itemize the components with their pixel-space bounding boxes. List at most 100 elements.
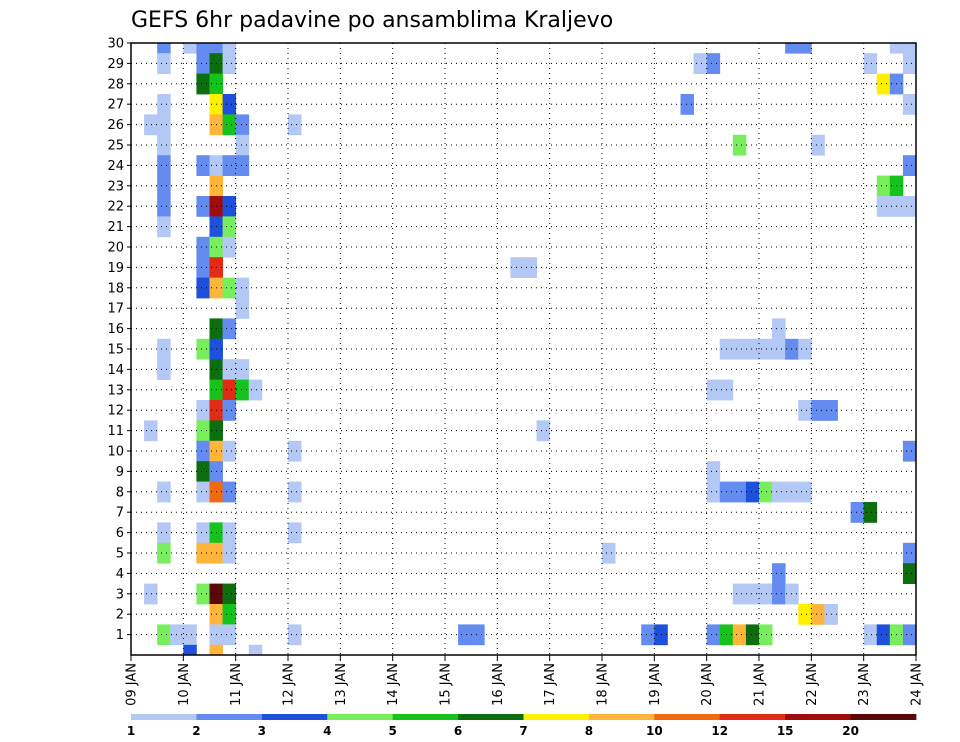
heatmap-cell xyxy=(196,43,210,54)
heatmap-cell xyxy=(235,155,250,176)
heatmap-cell xyxy=(222,216,237,238)
colorbar-label: 2 xyxy=(192,724,200,738)
colorbar-swatch xyxy=(131,714,197,720)
y-tick-label: 15 xyxy=(107,343,124,358)
heatmap-cell xyxy=(157,43,171,54)
heatmap-cell xyxy=(811,134,825,156)
heatmap-cell xyxy=(196,73,210,95)
heatmap-cell xyxy=(157,134,171,156)
y-tick-label: 16 xyxy=(107,322,124,337)
heatmap-cell xyxy=(759,481,773,503)
heatmap-cell xyxy=(196,461,210,482)
x-tick-label: 13 JAN xyxy=(334,663,349,706)
heatmap-cell xyxy=(222,481,237,503)
heatmap-cell xyxy=(157,522,171,544)
heatmap-cell xyxy=(902,43,917,54)
colorbar-label: 8 xyxy=(585,724,593,738)
heatmap-cell xyxy=(144,420,158,442)
heatmap-cell xyxy=(222,604,237,625)
heatmap-cell xyxy=(772,318,786,340)
heatmap-cell xyxy=(196,236,210,258)
heatmap-cell xyxy=(759,583,773,605)
colorbar-label: 15 xyxy=(777,724,794,738)
x-tick-label: 19 JAN xyxy=(648,663,663,706)
heatmap-cell xyxy=(235,359,250,380)
heatmap-cell xyxy=(209,644,223,656)
x-tick-label: 15 JAN xyxy=(439,663,454,706)
heatmap-cell xyxy=(196,583,210,605)
x-tick-label: 23 JAN xyxy=(857,663,872,706)
x-axis: 09 JAN 10 JAN 11 JAN 12 JAN 13 JAN 14 JAN 15 J… xyxy=(125,655,925,706)
heatmap-cell xyxy=(196,53,210,74)
heatmap-cell xyxy=(732,338,747,360)
heatmap-cell xyxy=(196,400,210,421)
heatmap-cell xyxy=(798,338,812,360)
y-tick-label: 23 xyxy=(107,179,124,194)
x-tick-label: 24 JAN xyxy=(910,663,925,706)
cells-layer xyxy=(144,43,917,656)
y-tick-label: 6 xyxy=(116,526,124,541)
y-tick-label: 3 xyxy=(116,587,124,602)
y-tick-label: 9 xyxy=(116,465,124,480)
heatmap-cell xyxy=(144,114,158,136)
heatmap-cell xyxy=(288,114,302,136)
colorbar-swatch xyxy=(261,714,328,720)
colorbar-swatch xyxy=(588,714,655,720)
heatmap-cell xyxy=(183,624,197,646)
heatmap-cell xyxy=(706,379,721,401)
heatmap-cell xyxy=(288,440,302,462)
heatmap-cell xyxy=(745,583,760,605)
heatmap-cell xyxy=(536,420,551,442)
heatmap-cell xyxy=(706,53,721,74)
heatmap-cell xyxy=(745,624,760,646)
y-tick-label: 5 xyxy=(116,547,124,562)
heatmap-cell xyxy=(902,155,917,176)
y-tick-label: 8 xyxy=(116,485,124,500)
heatmap-cell xyxy=(850,502,865,523)
heatmap-cell xyxy=(222,400,237,421)
heatmap-cell xyxy=(248,644,263,656)
heatmap-cell xyxy=(222,155,237,176)
heatmap-cell xyxy=(902,53,917,74)
heatmap-cell xyxy=(288,522,302,544)
heatmap-cell xyxy=(902,440,917,462)
colorbar-swatch xyxy=(392,714,459,720)
x-tick-label: 17 JAN xyxy=(543,663,558,706)
chart-title: GEFS 6hr padavine po ansamblima Kraljevo xyxy=(131,8,613,33)
heatmap-cell xyxy=(510,257,524,278)
colorbar-label: 12 xyxy=(711,724,728,738)
y-tick-label: 20 xyxy=(107,241,124,256)
heatmap-cell xyxy=(889,43,904,54)
heatmap-cell xyxy=(157,338,171,360)
heatmap-cell xyxy=(196,522,210,544)
heatmap-cell xyxy=(772,563,786,584)
y-tick-label: 11 xyxy=(107,424,124,439)
colorbar-label: 7 xyxy=(519,724,527,738)
heatmap-cell xyxy=(157,216,171,238)
heatmap-cell xyxy=(798,481,812,503)
colorbar-label: 6 xyxy=(454,724,462,738)
x-tick-label: 10 JAN xyxy=(177,663,192,706)
y-tick-label: 2 xyxy=(116,608,124,623)
heatmap-cell xyxy=(196,542,210,564)
heatmap-cell xyxy=(157,114,171,136)
heatmap-cell xyxy=(222,236,237,258)
colorbar-swatch xyxy=(719,714,786,720)
heatmap-cell xyxy=(222,277,237,299)
heatmap-cell xyxy=(902,624,917,646)
heatmap-cell xyxy=(798,43,812,54)
heatmap-cell xyxy=(183,644,197,656)
y-tick-label: 18 xyxy=(107,281,124,296)
heatmap-cell xyxy=(811,400,825,421)
heatmap-cell xyxy=(222,542,237,564)
heatmap-cell xyxy=(902,563,917,584)
x-tick-label: 09 JAN xyxy=(125,663,140,706)
colorbar-label: 4 xyxy=(323,724,331,738)
x-tick-label: 18 JAN xyxy=(596,663,611,706)
x-tick-label: 12 JAN xyxy=(282,663,297,706)
colorbar-swatch xyxy=(654,714,721,720)
y-tick-label: 24 xyxy=(107,159,124,174)
heatmap-cell xyxy=(157,542,171,564)
heatmap-cell xyxy=(902,94,917,115)
